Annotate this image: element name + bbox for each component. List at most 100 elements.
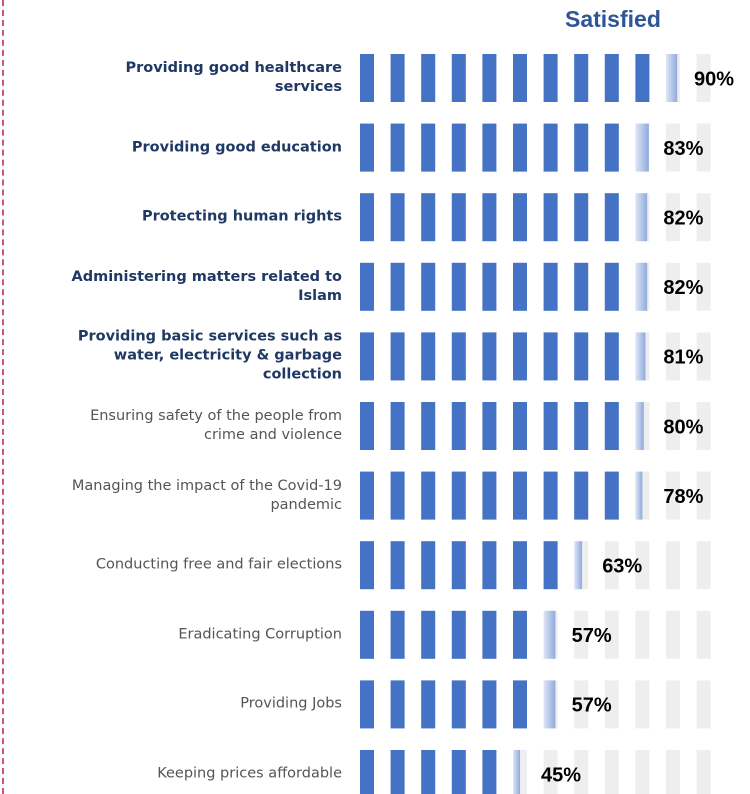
slot-background	[696, 471, 711, 520]
slot-background	[666, 471, 680, 520]
bar-unit	[482, 402, 497, 450]
bar-unit	[451, 750, 466, 794]
slot-background	[696, 750, 711, 794]
category-label: Conducting free and fair elections	[95, 556, 342, 573]
bar	[360, 123, 649, 172]
slot-background	[635, 680, 650, 729]
bar	[360, 262, 648, 311]
bar-unit	[574, 402, 589, 450]
bar-unit	[543, 541, 558, 590]
bar-unit	[390, 610, 405, 659]
bar-unit	[390, 471, 405, 520]
slot-background	[543, 750, 558, 794]
bar	[360, 402, 644, 450]
bar-unit	[513, 402, 527, 450]
bar-unit-partial	[635, 193, 648, 242]
bar-unit	[513, 680, 527, 729]
slot-background	[696, 54, 711, 102]
slot-background	[635, 750, 650, 794]
bar	[360, 54, 678, 102]
bar-unit	[543, 54, 558, 102]
bar-unit-partial	[574, 541, 583, 590]
bar-unit	[390, 262, 405, 311]
bar-unit	[513, 332, 527, 381]
bar-unit	[604, 402, 619, 450]
bar-unit	[360, 123, 374, 172]
bar-unit	[482, 193, 497, 242]
slot-background	[666, 610, 680, 659]
bar-unit-partial	[635, 402, 644, 450]
bar-unit	[360, 610, 374, 659]
chart-title: Satisfied	[565, 6, 661, 32]
bar-unit	[360, 471, 374, 520]
bar-unit	[482, 123, 497, 172]
bar-unit	[421, 123, 436, 172]
bar-unit	[421, 193, 436, 242]
bar	[360, 680, 556, 729]
value-label: 90%	[694, 68, 734, 90]
bar-unit	[451, 610, 466, 659]
bar-unit	[390, 193, 405, 242]
bar-unit	[451, 680, 466, 729]
bar-unit	[451, 471, 466, 520]
bar-unit-partial	[543, 610, 556, 659]
bar-unit	[360, 750, 374, 794]
category-label: Managing the impact of the Covid-19 pand…	[71, 477, 342, 513]
slot-background	[635, 541, 650, 590]
bar	[360, 193, 648, 242]
bar-unit	[451, 193, 466, 242]
slot-background	[666, 402, 680, 450]
bar-unit	[513, 262, 527, 311]
bar-unit	[451, 262, 466, 311]
bar-unit-partial	[635, 471, 643, 520]
value-label: 80%	[663, 416, 703, 438]
category-label: Providing Jobs	[240, 695, 342, 712]
dashed-border	[2, 0, 4, 794]
value-label: 78%	[663, 486, 703, 508]
slot-background	[696, 193, 711, 242]
value-label: 45%	[541, 764, 581, 786]
category-label: Providing good education	[131, 139, 342, 156]
slot-background	[666, 123, 680, 172]
bar-unit-partial	[635, 262, 648, 311]
bar-unit	[360, 541, 374, 590]
bar-unit	[451, 332, 466, 381]
bar-unit	[451, 402, 466, 450]
value-label: 57%	[572, 625, 612, 647]
value-label: 82%	[663, 207, 703, 229]
bar-unit	[360, 193, 374, 242]
value-label: 83%	[663, 138, 703, 160]
category-label: Ensuring safety of the people from crime…	[90, 408, 342, 443]
bar-unit	[604, 471, 619, 520]
slot-background	[666, 541, 680, 590]
bar-unit	[543, 402, 558, 450]
bar	[360, 541, 583, 590]
category-label: Eradicating Corruption	[178, 626, 342, 643]
bar-unit	[604, 54, 619, 102]
slot-background	[696, 123, 711, 172]
bar-unit	[482, 750, 497, 794]
slot-background	[574, 750, 589, 794]
bar-unit-partial	[513, 750, 520, 794]
slot-background	[666, 680, 680, 729]
bar-unit	[574, 471, 589, 520]
bar-unit	[421, 54, 436, 102]
bar-unit	[543, 471, 558, 520]
bar-unit	[574, 332, 589, 381]
bar-unit	[604, 262, 619, 311]
bar	[360, 750, 520, 794]
category-label: Providing good healthcare services	[125, 60, 342, 95]
slot-background	[635, 610, 650, 659]
slot-background	[666, 750, 680, 794]
bar-unit	[574, 193, 589, 242]
bar-unit	[390, 541, 405, 590]
bar-unit	[574, 262, 589, 311]
bar-unit	[390, 332, 405, 381]
category-label: Protecting human rights	[141, 208, 342, 225]
slot-background	[604, 680, 619, 729]
bar-unit	[390, 54, 405, 102]
bar-unit	[543, 123, 558, 172]
bar-unit	[513, 123, 527, 172]
bar-unit	[543, 332, 558, 381]
